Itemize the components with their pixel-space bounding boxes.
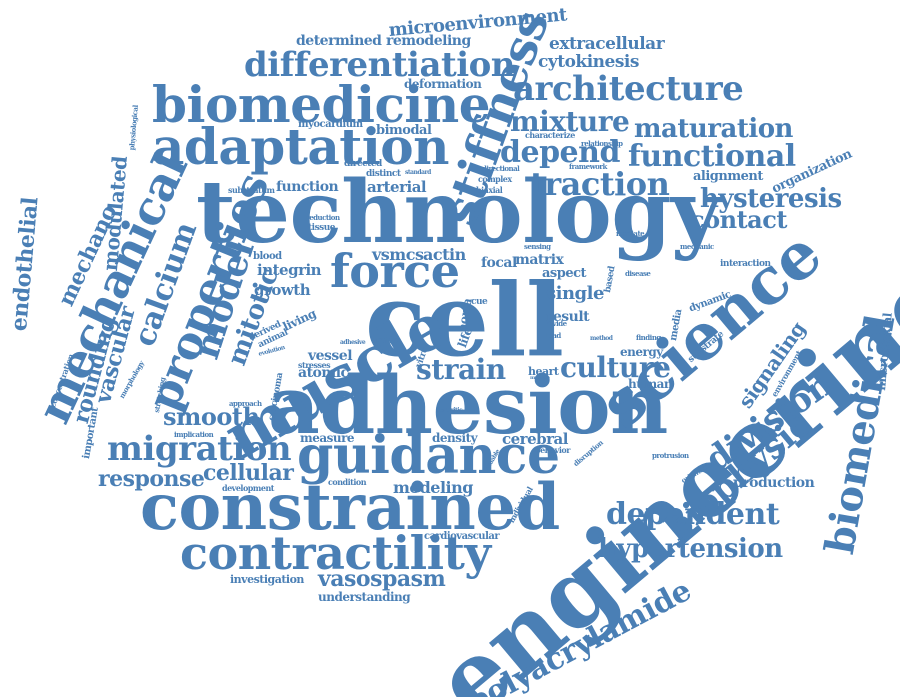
word-strain: strain <box>416 353 506 386</box>
word-sensing: sensing <box>524 242 551 251</box>
word-vasospasm: vasospasm <box>318 566 446 592</box>
word-load: load <box>546 331 561 340</box>
word-implication: implication <box>174 430 214 439</box>
word-hysteresis: hysteresis <box>700 184 842 214</box>
word-ratio: ratio <box>376 336 398 346</box>
word-directional: directional <box>482 164 520 173</box>
word-vsmcs: vsmcs <box>372 245 424 264</box>
word-framework: framework <box>569 162 607 171</box>
word-modeling: modeling <box>393 478 473 497</box>
word-culture: culture <box>560 351 671 384</box>
word-differentiation: differentiation <box>244 45 516 85</box>
word-biaxial: biaxial <box>476 185 503 195</box>
word-density: density <box>432 431 478 445</box>
word-characterize: characterize <box>525 130 575 140</box>
word-endothelial: endothelial <box>6 196 44 333</box>
word-focal: focal <box>481 255 517 271</box>
word-disease: disease <box>625 269 651 278</box>
word-constrained: constrained <box>140 470 560 545</box>
word-approach: approach <box>229 399 262 408</box>
word-investigation: investigation <box>230 573 304 586</box>
word-protrusion: protrusion <box>652 451 689 460</box>
word-remodeling: remodeling <box>386 33 471 49</box>
word-human: human <box>628 377 673 391</box>
word-substratum: substratum <box>228 185 275 195</box>
word-method: method <box>590 335 613 342</box>
word-cell: cell <box>365 261 564 379</box>
word-blood: blood <box>253 251 282 262</box>
word-behavior: behavior <box>535 445 570 455</box>
word-relationship: relationship <box>581 139 623 148</box>
word-cellular: cellular <box>203 460 294 486</box>
word-matrix: matrix <box>515 252 564 268</box>
word-myocardium: myocardium <box>298 119 363 130</box>
word-adhesion: adhesion <box>268 358 668 452</box>
word-heart: heart <box>528 365 559 378</box>
word-standard: standard <box>405 169 431 176</box>
word-biomedicine: biomedicine <box>152 75 491 134</box>
word-mechanic: mechanic <box>680 242 714 251</box>
word-deformation: deformation <box>404 77 482 91</box>
word-directed: directed <box>344 159 382 169</box>
word-energy: energy <box>620 345 663 359</box>
word-reduction: reduction <box>306 213 340 222</box>
word-function: function <box>276 179 339 195</box>
word-contact: contact <box>690 205 787 234</box>
word-divide: divide <box>546 319 567 328</box>
word-interaction: interaction <box>720 259 771 269</box>
word-cytokinesis: cytokinesis <box>538 52 639 72</box>
word-based: based <box>603 265 618 294</box>
word-growth: growth <box>254 281 311 299</box>
word-physiological: physiological <box>127 104 140 151</box>
word-extracellular: extracellular <box>549 34 665 54</box>
word-dendritic: dendritic <box>436 407 463 414</box>
word-finding: finding <box>636 333 661 342</box>
word-technology: technology <box>196 162 721 263</box>
word-cue: cue <box>471 297 488 307</box>
word-adhesive: adhesive <box>340 339 366 346</box>
word-complex: complex <box>478 174 512 184</box>
word-determined: determined <box>296 33 382 49</box>
word-functional: functional <box>628 139 796 174</box>
word-architecture: architecture <box>513 69 744 109</box>
word-adaptation: adaptation <box>152 117 450 176</box>
word-guidance: guidance <box>297 425 560 486</box>
word-traction: traction <box>530 165 670 203</box>
word-migration: migration <box>107 429 292 469</box>
word-atomic: atomic <box>298 365 349 381</box>
word-mediate: mediate <box>616 229 645 238</box>
word-depend: depend <box>500 135 620 170</box>
word-smooth: smooth <box>163 402 260 431</box>
word-cerebral: cerebral <box>502 430 568 448</box>
word-arterial: arterial <box>367 178 427 196</box>
word-condition: condition <box>328 477 367 487</box>
word-tissue: tissue <box>308 223 335 233</box>
word-result: result <box>546 309 590 325</box>
word-measure: measure <box>300 431 355 445</box>
word-development: development <box>222 483 274 493</box>
word-response: response <box>98 466 205 492</box>
word-integrin: integrin <box>257 261 322 279</box>
word-stresses: stresses <box>298 360 331 370</box>
word-contractility: contractility <box>180 526 491 580</box>
word-distinct: distinct <box>366 169 401 179</box>
word-production: production <box>733 475 815 491</box>
word-vessel: vessel <box>308 348 353 364</box>
word-maturation: maturation <box>634 114 793 144</box>
word-aspect: aspect <box>542 266 587 281</box>
word-mixture: mixture <box>510 105 630 138</box>
word-myocyte: myocyte <box>530 375 550 381</box>
word-cardiovascular: cardiovascular <box>424 531 500 542</box>
word-understanding: understanding <box>318 590 411 604</box>
word-bimodal: bimodal <box>376 123 432 138</box>
word-actin: actin <box>423 245 466 264</box>
word-single: single <box>546 283 604 304</box>
word-alignment: alignment <box>693 169 763 184</box>
word-dependent: dependent <box>606 497 780 532</box>
word-hypertension: hypertension <box>598 534 783 564</box>
word-force: force <box>330 244 460 298</box>
